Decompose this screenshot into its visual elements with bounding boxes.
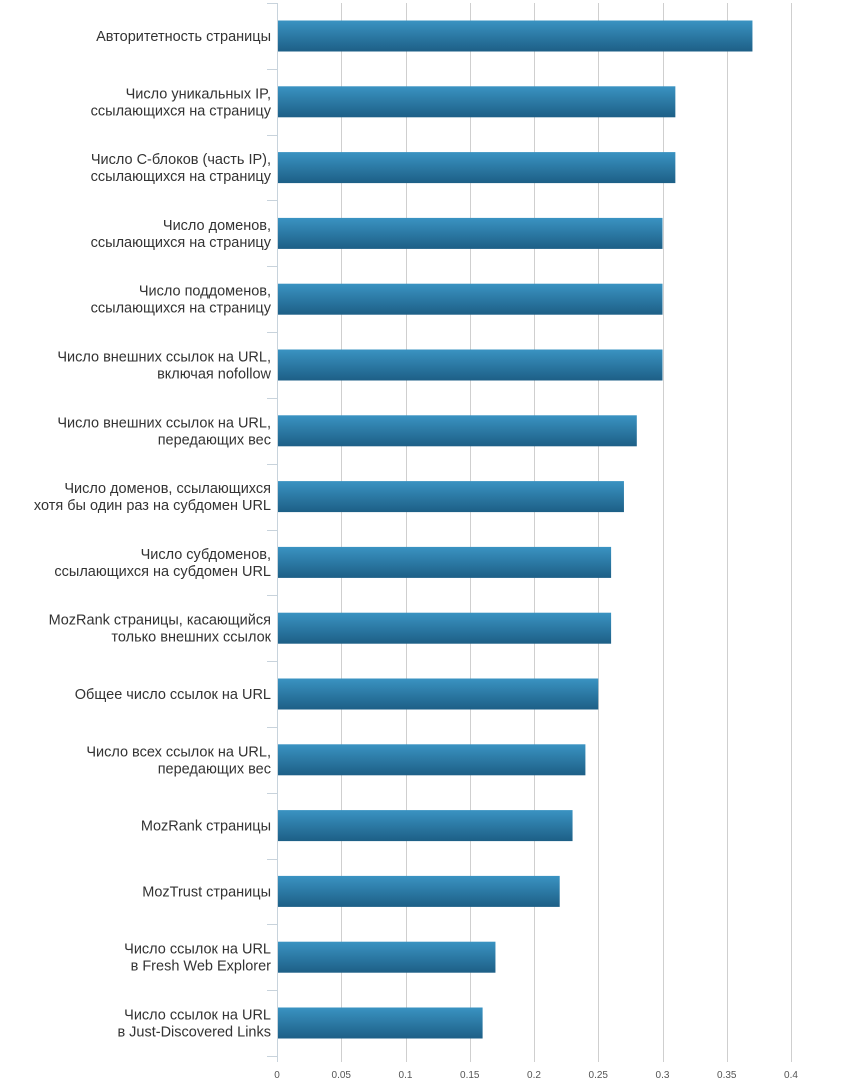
category-label-line: MozRank страницы, касающийся xyxy=(49,613,271,629)
category-label: Число доменов, ссылающихся хотя бы один р… xyxy=(34,481,271,514)
category-label: Число ссылок на URL в Just-Discovered Lin… xyxy=(117,1008,271,1041)
bar xyxy=(278,415,637,447)
category-label-line: MozRank страницы xyxy=(141,819,271,835)
category-label-line: ссылающихся на страницу xyxy=(91,169,272,185)
category-label-line: хотя бы один раз на субдомен URL xyxy=(34,498,271,514)
x-tick-label: 0.35 xyxy=(717,1070,737,1081)
category-label-line: Число всех ссылок на URL, xyxy=(86,744,271,760)
x-tick-label: 0.3 xyxy=(656,1070,670,1081)
category-label-line: ссылающихся на страницу xyxy=(91,103,272,119)
category-label: Авторитетность страницы xyxy=(96,29,271,45)
category-label: Число субдоменов, ссылающихся на субдомен… xyxy=(54,547,271,580)
category-label-line: ссылающихся на страницу xyxy=(91,301,272,317)
category-label-line: Число ссылок на URL xyxy=(124,942,271,958)
category-label-line: Число субдоменов, xyxy=(141,547,271,563)
category-label-line: MozTrust страницы xyxy=(142,884,271,900)
category-label: Число внешних ссылок на URL, передающих в… xyxy=(57,415,271,448)
x-tick-label: 0.2 xyxy=(527,1070,541,1081)
category-label-line: Общее число ссылок на URL xyxy=(75,687,271,703)
x-tick-label: 0.1 xyxy=(399,1070,413,1081)
x-tick-label: 0.05 xyxy=(332,1070,352,1081)
x-tick-label: 0 xyxy=(274,1070,280,1081)
category-label-line: в Fresh Web Explorer xyxy=(131,959,272,975)
bar xyxy=(278,481,624,513)
category-label: Число поддоменов, ссылающихся на страницу xyxy=(91,284,272,317)
bar xyxy=(278,678,599,710)
bar xyxy=(278,349,663,381)
category-label-line: ссылающихся на страницу xyxy=(91,235,272,251)
bar xyxy=(278,875,560,907)
category-label: Число ссылок на URL в Fresh Web Explorer xyxy=(124,942,271,975)
label-layer: Авторитетность страницы Число уникальных … xyxy=(34,29,272,1041)
bar xyxy=(278,810,573,842)
category-label: MozTrust страницы xyxy=(142,884,271,900)
bar xyxy=(278,217,663,249)
x-tick-label: 0.15 xyxy=(460,1070,480,1081)
bar xyxy=(278,941,496,973)
axis-layer xyxy=(267,3,278,1062)
bar xyxy=(278,20,753,52)
category-label-line: Число C-блоков (часть IP), xyxy=(91,152,271,168)
category-label-line: Авторитетность страницы xyxy=(96,29,271,45)
category-label-line: включая nofollow xyxy=(157,367,271,383)
category-label-line: передающих вес xyxy=(158,432,271,448)
category-label: Число внешних ссылок на URL, включая nofo… xyxy=(57,350,271,383)
category-label-line: Число ссылок на URL xyxy=(124,1008,271,1024)
category-label-line: передающих вес xyxy=(158,761,271,777)
bar xyxy=(278,1007,483,1039)
category-label-line: только внешних ссылок xyxy=(111,630,271,646)
category-label-line: Число уникальных IP, xyxy=(126,86,271,102)
category-label: Число доменов, ссылающихся на страницу xyxy=(91,218,272,251)
category-label-line: ссылающихся на субдомен URL xyxy=(54,564,271,580)
tick-layer: 0 0.05 0.1 0.15 0.2 0.25 0.3 0.35 0.4 xyxy=(274,1070,798,1081)
category-label-line: Число внешних ссылок на URL, xyxy=(57,350,271,366)
bar xyxy=(278,152,676,184)
category-label-line: Число доменов, ссылающихся xyxy=(64,481,271,497)
category-label-line: в Just-Discovered Links xyxy=(117,1025,271,1041)
category-label: MozRank страницы, касающийся только внешн… xyxy=(49,613,272,646)
category-label: MozRank страницы xyxy=(141,819,271,835)
category-label: Число всех ссылок на URL, передающих вес xyxy=(86,744,271,777)
bar xyxy=(278,283,663,315)
bar xyxy=(278,744,586,776)
category-label-line: Число поддоменов, xyxy=(139,284,271,300)
category-label-line: Число внешних ссылок на URL, xyxy=(57,415,271,431)
x-tick-label: 0.4 xyxy=(784,1070,798,1081)
bar xyxy=(278,86,676,118)
bar-layer xyxy=(278,20,753,1039)
category-label: Число уникальных IP, ссылающихся на стран… xyxy=(91,86,272,119)
bar xyxy=(278,612,612,644)
bar xyxy=(278,546,612,578)
category-label: Общее число ссылок на URL xyxy=(75,687,271,703)
x-tick-label: 0.25 xyxy=(589,1070,609,1081)
category-label: Число C-блоков (часть IP), ссылающихся на… xyxy=(91,152,272,185)
category-label-line: Число доменов, xyxy=(163,218,271,234)
